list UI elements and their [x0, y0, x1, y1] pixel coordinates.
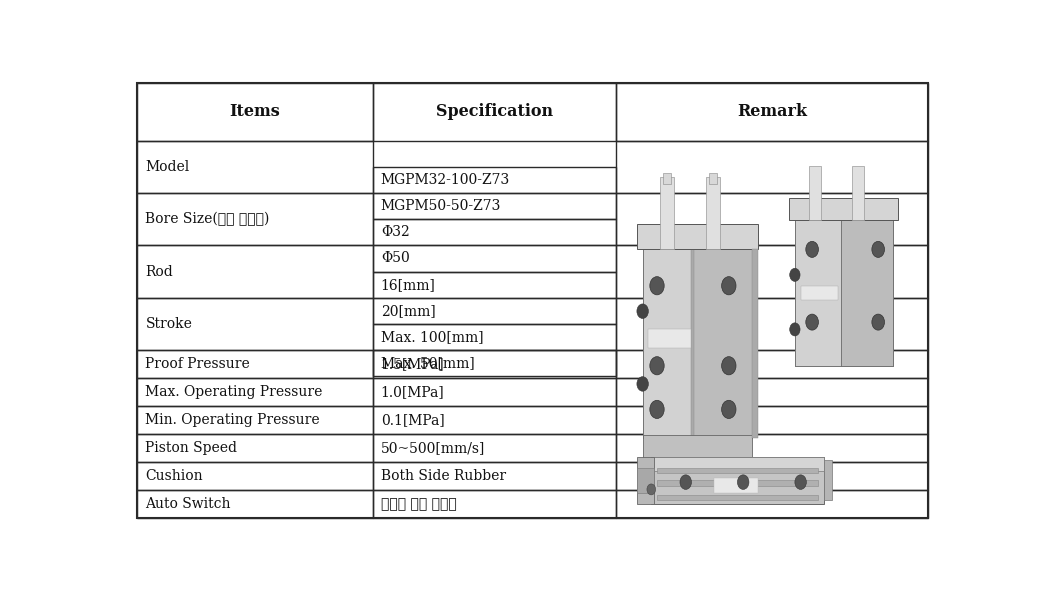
Bar — [137, 462, 373, 490]
Bar — [616, 378, 928, 406]
Text: 20[mm]: 20[mm] — [381, 304, 436, 318]
Bar — [373, 462, 616, 490]
Text: Φ32: Φ32 — [381, 226, 409, 239]
Bar — [616, 298, 928, 350]
Bar — [137, 298, 373, 350]
Text: Rod: Rod — [146, 265, 173, 278]
Text: Proof Pressure: Proof Pressure — [146, 357, 250, 371]
Bar — [137, 378, 373, 406]
Text: Specification: Specification — [436, 104, 553, 120]
Bar — [137, 83, 373, 140]
Text: Max. Operating Pressure: Max. Operating Pressure — [146, 385, 322, 399]
Text: 1.0[MPa]: 1.0[MPa] — [381, 385, 445, 399]
Text: Max. 100[mm]: Max. 100[mm] — [381, 330, 484, 344]
Bar — [616, 462, 928, 490]
Bar — [137, 434, 373, 462]
Text: Both Side Rubber: Both Side Rubber — [381, 469, 506, 483]
Bar — [373, 406, 616, 434]
Text: Remark: Remark — [737, 104, 807, 120]
Text: Stroke: Stroke — [146, 317, 193, 331]
Text: 1.5[MPa]: 1.5[MPa] — [381, 357, 445, 371]
Text: 0.1[MPa]: 0.1[MPa] — [381, 413, 445, 427]
Text: MGPM50-50-Z73: MGPM50-50-Z73 — [381, 199, 502, 213]
Bar — [616, 350, 928, 378]
Bar — [616, 193, 928, 245]
Bar — [373, 434, 616, 462]
Bar — [373, 245, 616, 271]
Text: 유접점 오토 스위치: 유접점 오토 스위치 — [381, 497, 456, 511]
Bar — [373, 167, 616, 193]
Bar — [373, 219, 616, 245]
Bar — [137, 350, 373, 378]
Bar — [616, 140, 928, 193]
Bar — [137, 245, 373, 298]
Bar — [373, 271, 616, 298]
Bar — [137, 490, 373, 518]
Bar — [373, 350, 616, 376]
Bar — [137, 193, 373, 245]
Text: 16[mm]: 16[mm] — [381, 278, 436, 292]
Bar — [616, 406, 928, 434]
Bar — [373, 490, 616, 518]
Text: MGPM32-100-Z73: MGPM32-100-Z73 — [381, 173, 510, 187]
Bar — [373, 378, 616, 406]
Bar — [137, 140, 373, 193]
Bar — [373, 83, 616, 140]
Text: Auto Switch: Auto Switch — [146, 497, 231, 511]
Bar — [373, 350, 616, 378]
Text: Min. Operating Pressure: Min. Operating Pressure — [146, 413, 320, 427]
Text: 50~500[mm/s]: 50~500[mm/s] — [381, 441, 485, 455]
Text: Φ50: Φ50 — [381, 252, 409, 265]
Text: Model: Model — [146, 160, 190, 174]
Text: Bore Size(보어 사이즈): Bore Size(보어 사이즈) — [146, 212, 270, 226]
Text: Piston Speed: Piston Speed — [146, 441, 238, 455]
Bar — [616, 245, 928, 298]
Bar — [616, 434, 928, 462]
Bar — [616, 83, 928, 140]
Text: Cushion: Cushion — [146, 469, 203, 483]
Bar — [373, 298, 616, 324]
Text: Max. 50[mm]: Max. 50[mm] — [381, 356, 474, 370]
Text: Items: Items — [229, 104, 281, 120]
Bar — [137, 406, 373, 434]
Bar — [373, 193, 616, 219]
Bar — [616, 490, 928, 518]
Bar — [373, 324, 616, 350]
